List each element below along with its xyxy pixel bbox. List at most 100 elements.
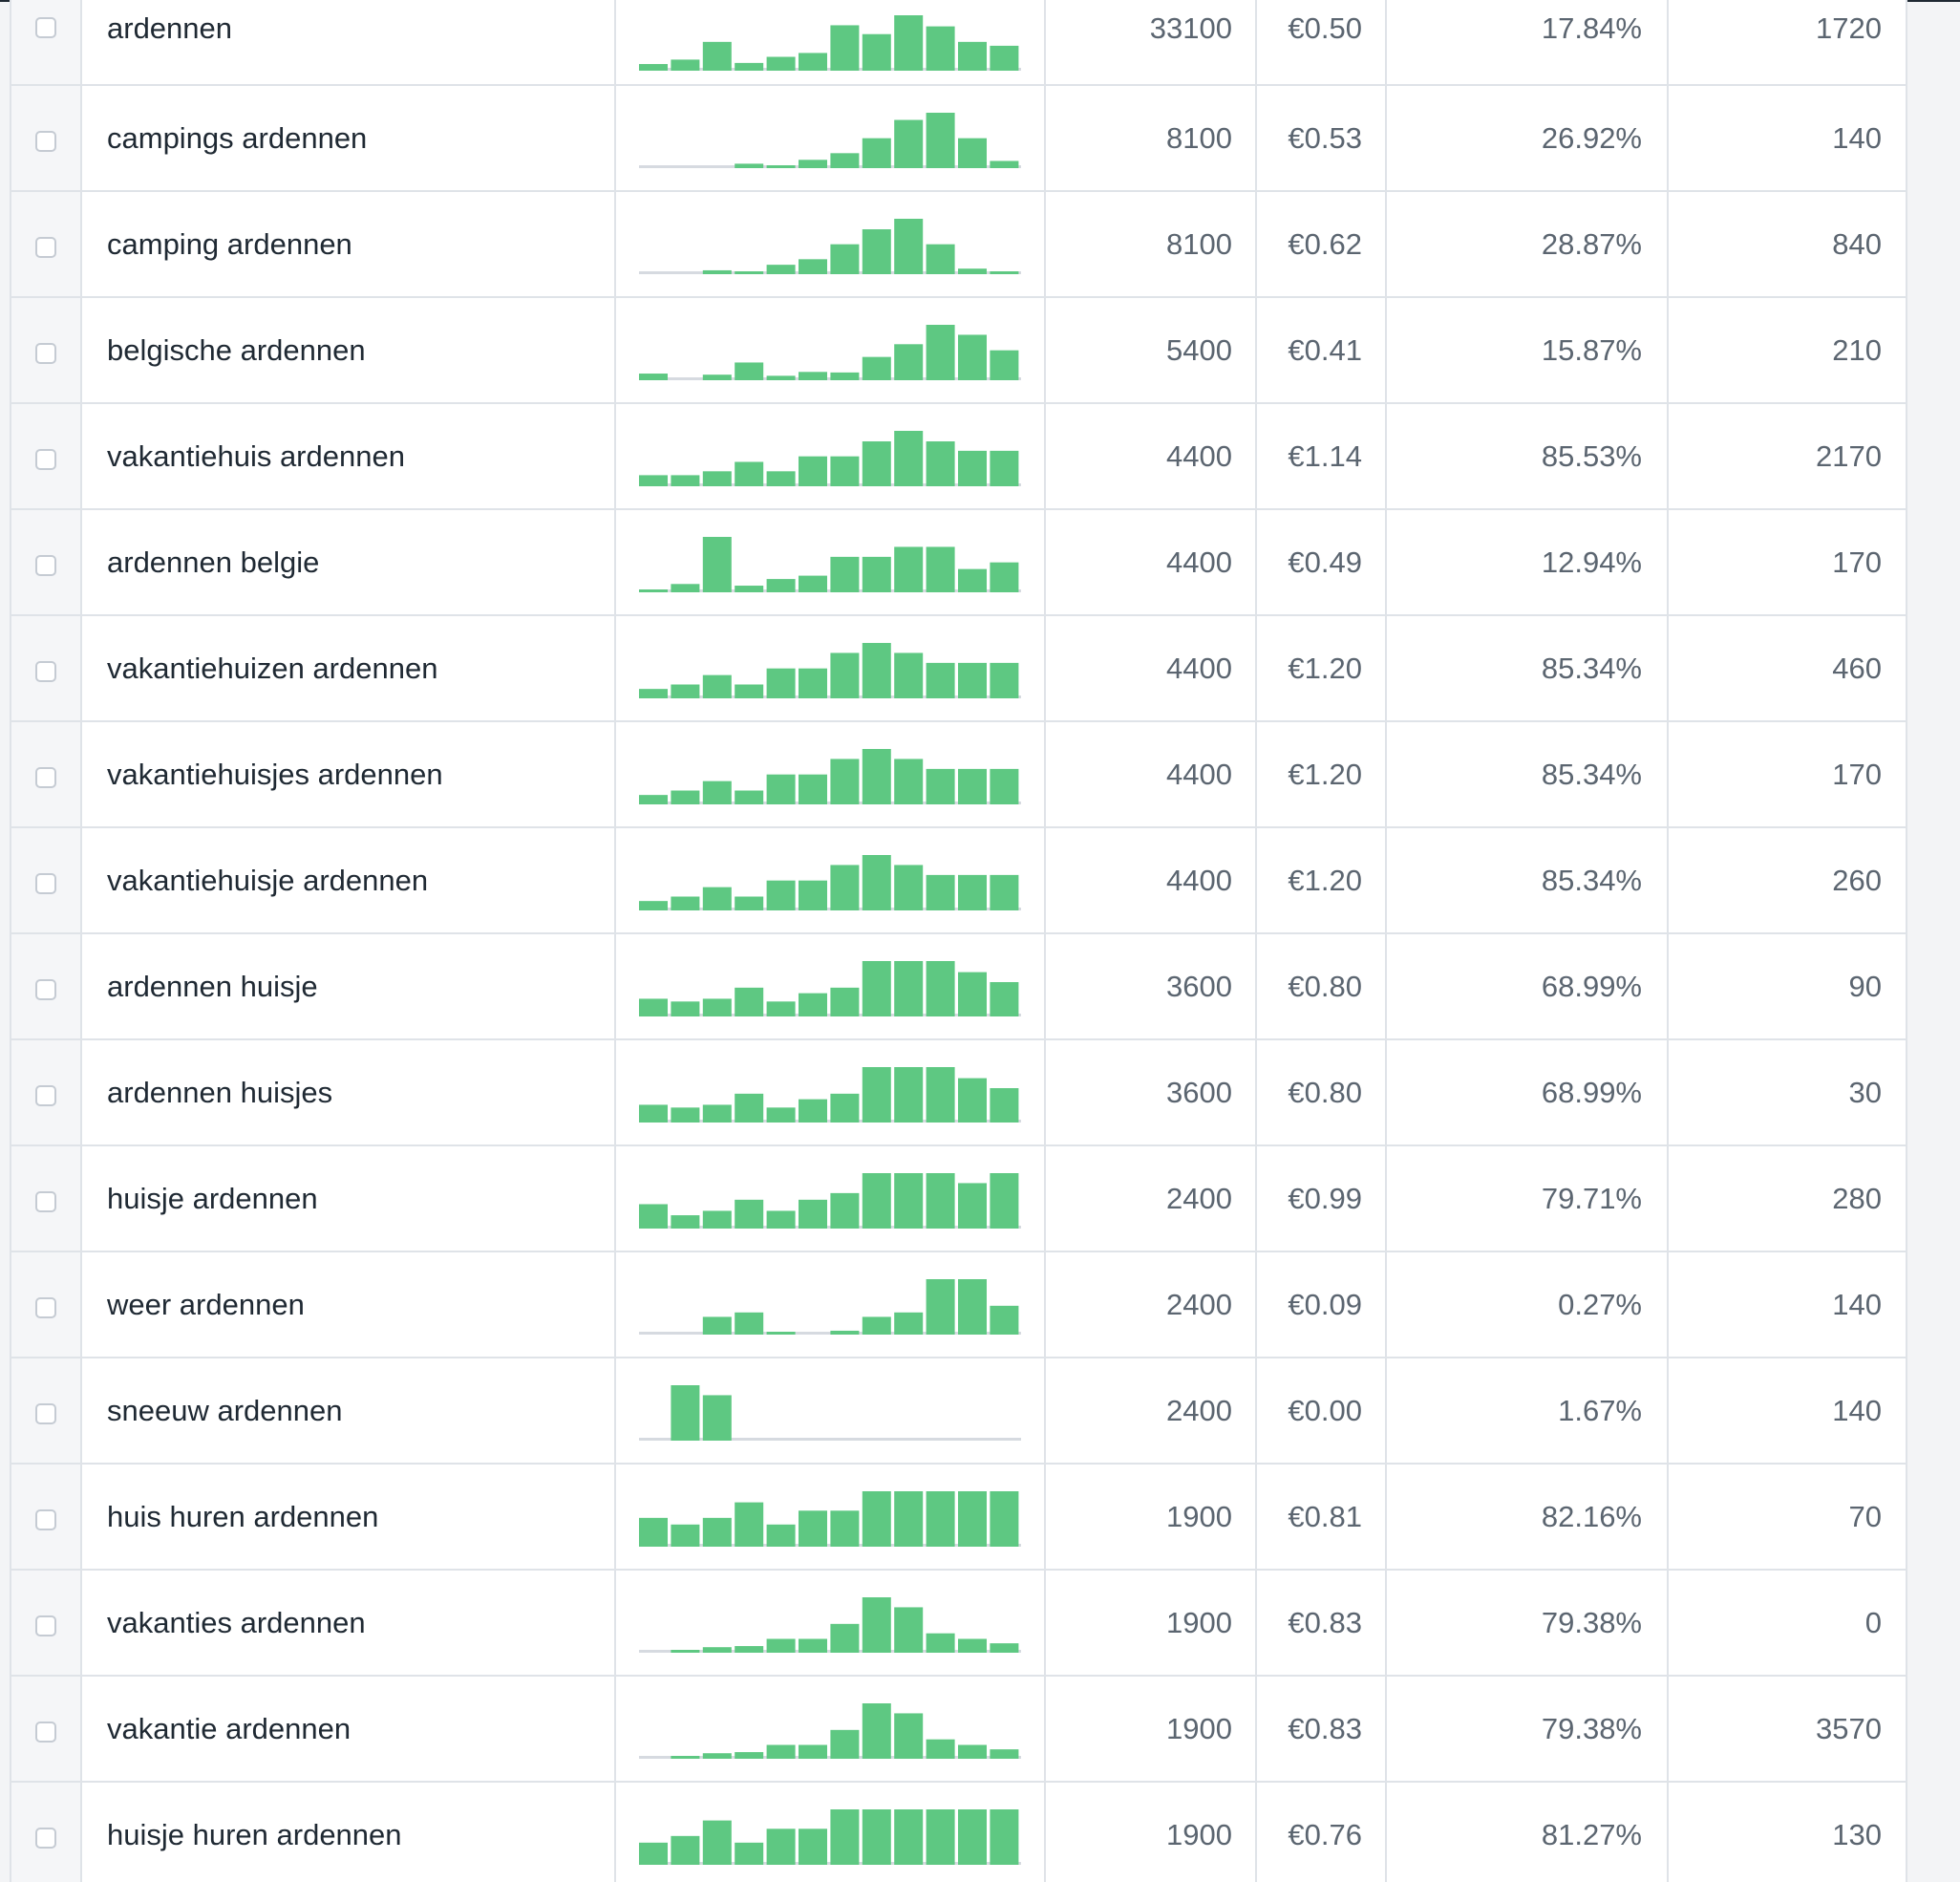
trend-bar bbox=[926, 324, 955, 380]
row-select-cell bbox=[11, 1252, 82, 1357]
row-checkbox[interactable] bbox=[35, 554, 56, 576]
trend-bar bbox=[926, 440, 955, 486]
keyword-cell: vakanties ardennen bbox=[82, 1571, 616, 1675]
table-row[interactable]: ardennen huisje 3600 €0.80 68.99% 90 bbox=[11, 934, 1906, 1040]
search-volume: 4400 bbox=[1166, 438, 1232, 473]
keyword-text: weer ardennen bbox=[107, 1287, 305, 1321]
trend-bar bbox=[735, 585, 764, 592]
trend-bar bbox=[862, 1066, 891, 1123]
keyword-text: huisje huren ardennen bbox=[107, 1817, 402, 1851]
row-checkbox[interactable] bbox=[35, 342, 56, 364]
table-row[interactable]: vakantie ardennen 1900 €0.83 79.38% 3570 bbox=[11, 1677, 1906, 1783]
cpc-value: €0.83 bbox=[1288, 1605, 1362, 1639]
trend-bar bbox=[735, 1751, 764, 1759]
trend-cell bbox=[616, 86, 1046, 190]
table-row[interactable]: campings ardennen 8100 €0.53 26.92% 140 bbox=[11, 86, 1906, 192]
competition-value-cell: 1.67% bbox=[1387, 1358, 1669, 1463]
trend-bar bbox=[894, 545, 924, 592]
search-volume: 33100 bbox=[1149, 11, 1232, 45]
results-count-cell: 130 bbox=[1669, 1783, 1905, 1882]
results-count-cell: 70 bbox=[1669, 1465, 1905, 1569]
keyword-text: vakantiehuisjes ardennen bbox=[107, 757, 443, 791]
trend-bar bbox=[990, 874, 1019, 910]
keyword-text: ardennen huisjes bbox=[107, 1075, 333, 1109]
table-row[interactable]: huisje ardennen 2400 €0.99 79.71% 280 bbox=[11, 1146, 1906, 1252]
table-row[interactable]: vakantiehuis ardennen 4400 €1.14 85.53% 2170 bbox=[11, 404, 1906, 510]
trend-bar bbox=[958, 41, 987, 71]
trend-bar bbox=[639, 1842, 668, 1865]
keyword-cell: vakantiehuisje ardennen bbox=[82, 828, 616, 932]
trend-bar bbox=[735, 162, 764, 168]
competition-value-cell: 79.38% bbox=[1387, 1677, 1669, 1781]
trend-bar bbox=[926, 1490, 955, 1547]
trend-bar bbox=[671, 790, 700, 804]
row-checkbox[interactable] bbox=[35, 1827, 56, 1849]
table-row[interactable]: vakantiehuisjes ardennen 4400 €1.20 85.34% 1… bbox=[11, 722, 1906, 828]
keyword-cell: campings ardennen bbox=[82, 86, 616, 190]
table-row[interactable]: ardennen huisjes 3600 €0.80 68.99% 30 bbox=[11, 1040, 1906, 1146]
results-count-cell: 210 bbox=[1669, 298, 1905, 402]
table-row[interactable]: weer ardennen 2400 €0.09 0.27% 140 bbox=[11, 1252, 1906, 1358]
keyword-cell: huisje huren ardennen bbox=[82, 1783, 616, 1882]
search-volume: 4400 bbox=[1166, 863, 1232, 897]
keyword-table: ardennen 33100 €0.50 17.84% 1720 campings ard… bbox=[10, 0, 1907, 1882]
trend-bar bbox=[894, 218, 924, 274]
table-row[interactable]: camping ardennen 8100 €0.62 28.87% 840 bbox=[11, 192, 1906, 298]
trend-sparkline bbox=[639, 218, 1021, 274]
keyword-cell: ardennen huisje bbox=[82, 934, 616, 1038]
trend-cell bbox=[616, 1465, 1046, 1569]
trend-bar bbox=[799, 159, 827, 168]
trend-bar bbox=[830, 987, 860, 1016]
row-checkbox[interactable] bbox=[35, 236, 56, 258]
results-count: 170 bbox=[1832, 545, 1882, 579]
trend-bar bbox=[990, 1490, 1019, 1547]
search-volume: 3600 bbox=[1166, 969, 1232, 1003]
row-checkbox[interactable] bbox=[35, 1084, 56, 1106]
table-row[interactable]: vakanties ardennen 1900 €0.83 79.38% 0 bbox=[11, 1571, 1906, 1677]
competition-value-cell: 26.92% bbox=[1387, 86, 1669, 190]
row-checkbox[interactable] bbox=[35, 1721, 56, 1743]
row-checkbox[interactable] bbox=[35, 448, 56, 470]
row-checkbox[interactable] bbox=[35, 1508, 56, 1530]
trend-bar bbox=[799, 575, 827, 592]
keyword-text: vakantiehuisje ardennen bbox=[107, 863, 429, 897]
table-row[interactable]: ardennen 33100 €0.50 17.84% 1720 bbox=[11, 0, 1906, 86]
row-checkbox[interactable] bbox=[35, 17, 56, 38]
trend-bar bbox=[639, 1203, 668, 1229]
table-row[interactable]: huisje huren ardennen 1900 €0.76 81.27% 130 bbox=[11, 1783, 1906, 1882]
search-volume-cell: 8100 bbox=[1046, 86, 1257, 190]
row-checkbox[interactable] bbox=[35, 872, 56, 894]
results-count: 1720 bbox=[1816, 11, 1882, 45]
trend-bar bbox=[799, 668, 827, 698]
competition-value: 15.87% bbox=[1541, 332, 1642, 367]
results-count: 170 bbox=[1832, 757, 1882, 791]
table-row[interactable]: vakantiehuisje ardennen 4400 €1.20 85.34% 26… bbox=[11, 828, 1906, 934]
table-row[interactable]: huis huren ardennen 1900 €0.81 82.16% 70 bbox=[11, 1465, 1906, 1571]
trend-bar bbox=[671, 1835, 700, 1865]
cpc-value: €1.20 bbox=[1288, 757, 1362, 791]
cpc-value: €0.50 bbox=[1288, 11, 1362, 45]
row-checkbox[interactable] bbox=[35, 1615, 56, 1636]
trend-bar bbox=[958, 1078, 987, 1123]
trend-bar bbox=[639, 474, 668, 486]
table-row[interactable]: sneeuw ardennen 2400 €0.00 1.67% 140 bbox=[11, 1358, 1906, 1465]
trend-bar bbox=[799, 1638, 827, 1653]
row-checkbox[interactable] bbox=[35, 660, 56, 682]
trend-bar bbox=[990, 160, 1019, 168]
table-row[interactable]: ardennen belgie 4400 €0.49 12.94% 170 bbox=[11, 510, 1906, 616]
trend-sparkline bbox=[639, 642, 1021, 698]
row-checkbox[interactable] bbox=[35, 1402, 56, 1424]
row-select-cell bbox=[11, 86, 82, 190]
trend-bar bbox=[735, 361, 764, 380]
row-checkbox[interactable] bbox=[35, 1190, 56, 1212]
trend-sparkline bbox=[639, 430, 1021, 486]
table-row[interactable]: vakantiehuizen ardennen 4400 €1.20 85.34% 46… bbox=[11, 616, 1906, 722]
row-checkbox[interactable] bbox=[35, 130, 56, 152]
row-checkbox[interactable] bbox=[35, 766, 56, 788]
trend-bar bbox=[799, 1828, 827, 1865]
trend-cell bbox=[616, 1571, 1046, 1675]
row-checkbox[interactable] bbox=[35, 1296, 56, 1318]
table-row[interactable]: belgische ardennen 5400 €0.41 15.87% 210 bbox=[11, 298, 1906, 404]
results-count: 2170 bbox=[1816, 438, 1882, 473]
row-checkbox[interactable] bbox=[35, 978, 56, 1000]
